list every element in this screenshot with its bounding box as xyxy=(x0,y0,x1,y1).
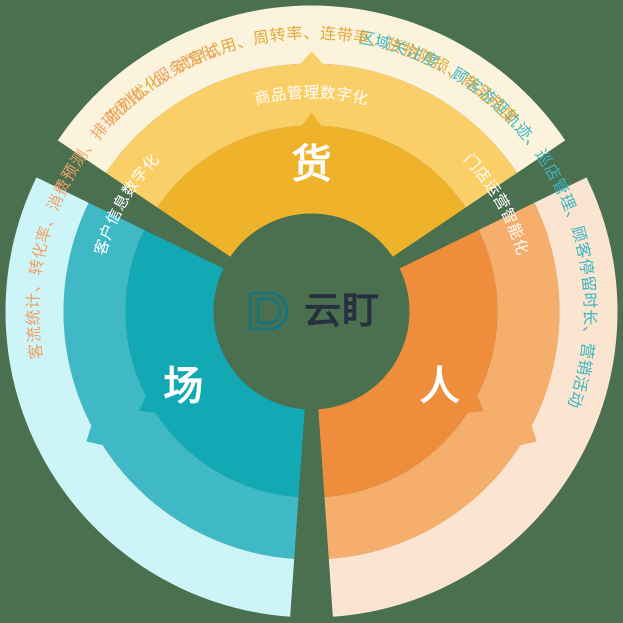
segment-title-ren: 人 xyxy=(420,365,460,409)
band-outer-ren xyxy=(328,177,618,617)
ring-segment-ren[interactable] xyxy=(318,177,618,617)
band-inner-chang xyxy=(125,229,305,498)
segment-title-chang: 场 xyxy=(163,365,203,409)
band-outer-huo xyxy=(57,5,566,173)
ring-segment-chang[interactable] xyxy=(5,177,305,617)
chevron-notch-middle-ren xyxy=(520,425,537,446)
band-outer-chang xyxy=(5,177,295,617)
ring-layers xyxy=(5,5,618,617)
chevron-notch-middle-huo xyxy=(300,51,323,64)
band-middle-huo xyxy=(105,63,518,208)
band-middle-ren xyxy=(324,202,560,559)
ring-segment-huo[interactable] xyxy=(57,5,566,257)
chevron-notch-inner-chang xyxy=(139,395,156,413)
chevron-notch-middle-chang xyxy=(86,425,103,446)
chevron-notch-inner-huo xyxy=(301,112,322,126)
band-inner-ren xyxy=(318,229,498,498)
segment-title-huo: 货 xyxy=(292,143,332,187)
chevron-notch-inner-ren xyxy=(467,395,484,413)
band-middle-chang xyxy=(63,202,299,559)
band-inner-huo xyxy=(157,125,466,257)
